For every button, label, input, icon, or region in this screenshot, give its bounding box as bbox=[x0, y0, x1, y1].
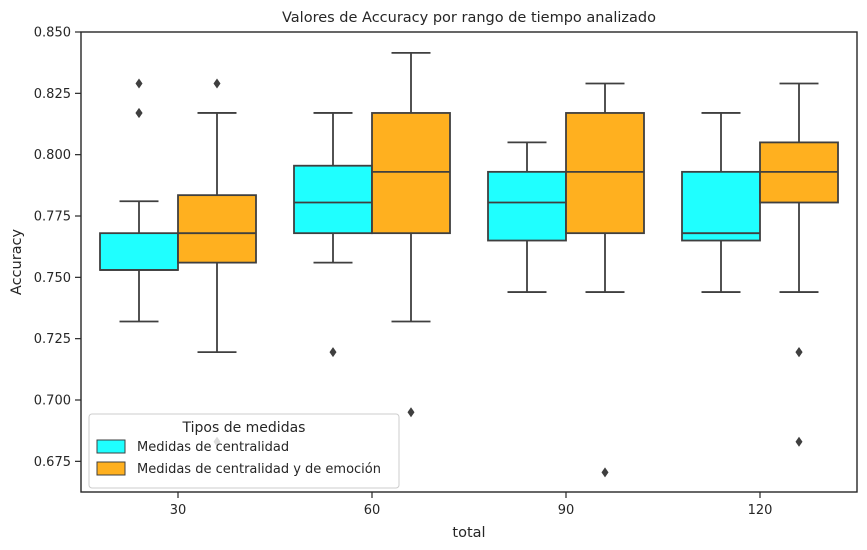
legend-swatch bbox=[96, 461, 126, 476]
box-iqr bbox=[371, 112, 451, 235]
box-iqr bbox=[681, 170, 761, 242]
outlier-point bbox=[213, 78, 221, 89]
y-tick-label: 0.700 bbox=[34, 394, 71, 409]
x-tick-label: 90 bbox=[558, 503, 575, 518]
x-tick-label: 120 bbox=[748, 503, 773, 518]
legend-title: Tipos de medidas bbox=[182, 420, 306, 436]
legend-label: Medidas de centralidad y de emoción bbox=[137, 462, 381, 477]
box-medidas-de-centralidad-120 bbox=[681, 112, 761, 293]
y-tick-label: 0.800 bbox=[34, 148, 71, 163]
box-medidas-de-centralidad-60 bbox=[293, 112, 373, 358]
y-axis-label: Accuracy bbox=[9, 228, 25, 295]
legend-swatch bbox=[96, 439, 126, 454]
box-medidas-de-centralidad-y-de-emoción-30 bbox=[177, 78, 257, 447]
outlier-point bbox=[795, 347, 803, 358]
box-iqr bbox=[293, 164, 373, 235]
y-tick-label: 0.750 bbox=[34, 271, 71, 286]
chart-title: Valores de Accuracy por rango de tiempo … bbox=[282, 10, 656, 26]
outlier-point bbox=[135, 107, 143, 118]
box-medidas-de-centralidad-y-de-emoción-120 bbox=[759, 82, 839, 447]
box-medidas-de-centralidad-90 bbox=[487, 141, 567, 293]
box-medidas-de-centralidad-y-de-emoción-90 bbox=[565, 82, 645, 478]
x-axis-label: total bbox=[452, 525, 485, 541]
x-tick-label: 60 bbox=[364, 503, 381, 518]
box-iqr bbox=[177, 194, 257, 264]
outlier-point bbox=[795, 436, 803, 447]
box-iqr bbox=[565, 112, 645, 235]
box-medidas-de-centralidad-y-de-emoción-60 bbox=[371, 51, 451, 418]
legend: Tipos de medidas Medidas de centralidad Me… bbox=[88, 413, 400, 489]
legend-label: Medidas de centralidad bbox=[137, 440, 289, 455]
box-iqr bbox=[99, 232, 179, 271]
y-tick-label: 0.825 bbox=[34, 87, 71, 102]
plot-frame bbox=[80, 31, 858, 493]
y-tick-label: 0.725 bbox=[34, 332, 71, 347]
outlier-point bbox=[329, 347, 337, 358]
x-tick-label: 30 bbox=[170, 503, 187, 518]
legend-frame bbox=[88, 413, 400, 489]
box-medidas-de-centralidad-30 bbox=[99, 78, 179, 323]
box-iqr bbox=[487, 170, 567, 242]
outlier-point bbox=[601, 467, 609, 478]
y-tick-label: 0.850 bbox=[34, 26, 71, 41]
outlier-point bbox=[135, 78, 143, 89]
y-tick-label: 0.675 bbox=[34, 455, 71, 470]
y-tick-label: 0.775 bbox=[34, 210, 71, 225]
plot-area: 0.675 0.700 0.725 0.750 0.775 0.800 0.825 0.850… bbox=[34, 26, 858, 518]
outlier-point bbox=[407, 407, 415, 418]
